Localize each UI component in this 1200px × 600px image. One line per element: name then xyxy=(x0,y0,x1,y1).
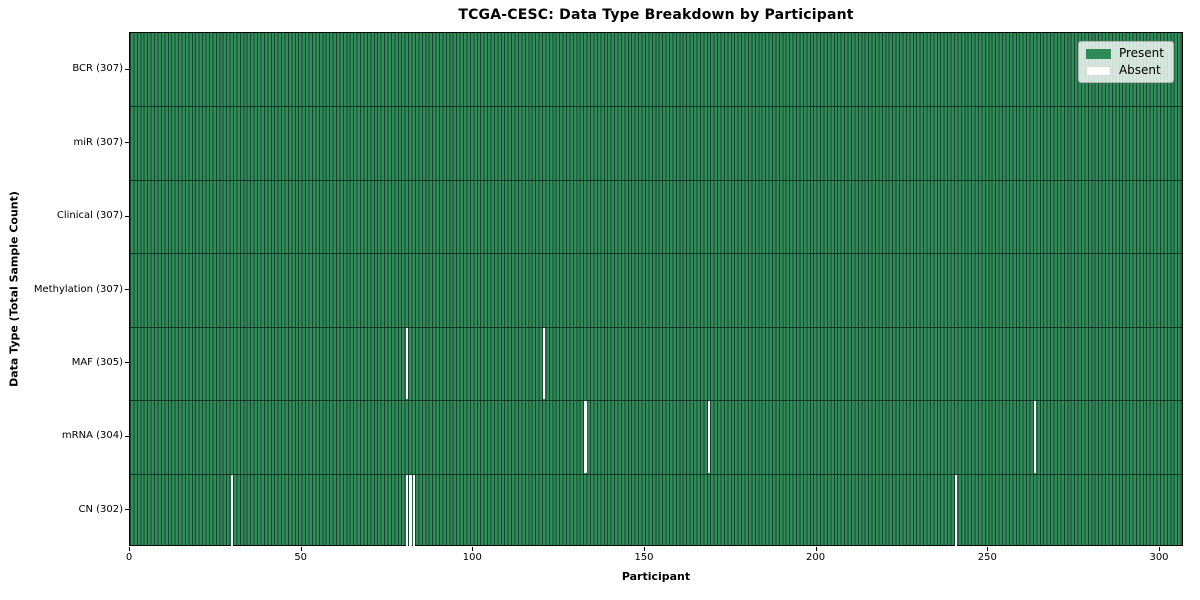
present-swatch-icon xyxy=(1085,48,1111,59)
heatmap-row-mrna xyxy=(130,400,1182,473)
y-tick-mark xyxy=(125,509,129,511)
legend-entry-present: Present xyxy=(1085,46,1164,60)
heatmap-row-mir xyxy=(130,106,1182,179)
x-tick-label: 50 xyxy=(294,552,308,563)
absent-cell xyxy=(230,474,233,546)
x-tick-label: 0 xyxy=(125,552,133,563)
row-separator xyxy=(130,473,1182,475)
heatmap-row-bcr xyxy=(130,33,1182,106)
legend-label-absent: Absent xyxy=(1118,63,1161,77)
legend-label-present: Present xyxy=(1118,46,1164,60)
legend: Present Absent xyxy=(1077,41,1174,83)
x-tick-label: 300 xyxy=(1149,552,1169,563)
absent-cell xyxy=(409,474,412,546)
absent-cell xyxy=(707,401,711,473)
y-tick-label: miR (307) xyxy=(73,136,123,148)
absent-cell xyxy=(542,327,546,400)
x-tick-mark xyxy=(644,547,645,551)
y-tick-label: MAF (305) xyxy=(71,356,123,368)
x-tick-label: 100 xyxy=(462,552,482,563)
y-tick-mark xyxy=(125,435,129,437)
row-separator xyxy=(130,253,1182,255)
y-tick-label: Methylation (307) xyxy=(33,283,123,295)
heatmap-row-methylation xyxy=(130,253,1182,326)
x-tick-mark xyxy=(815,547,817,551)
x-tick-mark xyxy=(987,547,989,551)
x-tick-mark xyxy=(300,547,302,551)
plot-area: Present Absent xyxy=(129,32,1183,546)
legend-entry-absent: Absent xyxy=(1085,63,1164,77)
y-tick-label: Clinical (307) xyxy=(56,210,123,222)
y-tick-mark xyxy=(125,142,129,144)
y-axis: BCR (307) miR (307) Clinical (307) Methylat… xyxy=(0,0,123,600)
absent-cell xyxy=(405,327,409,400)
x-tick-label: 250 xyxy=(977,552,997,563)
heatmap-row-cn xyxy=(130,474,1182,547)
absent-cell xyxy=(412,474,415,546)
absent-cell xyxy=(1033,401,1037,473)
y-tick-mark xyxy=(125,289,129,290)
x-tick-mark xyxy=(129,547,130,551)
row-separator xyxy=(130,400,1182,402)
heatmap-row-clinical xyxy=(130,180,1182,253)
y-tick-mark xyxy=(125,215,129,217)
heatmap-row-maf xyxy=(130,327,1182,400)
row-separator xyxy=(130,326,1182,328)
y-tick-label: mRNA (304) xyxy=(61,430,123,442)
y-tick-label: CN (302) xyxy=(78,503,123,515)
chart-title: TCGA-CESC: Data Type Breakdown by Partic… xyxy=(458,7,854,23)
absent-swatch-icon xyxy=(1085,65,1111,76)
x-tick-label: 200 xyxy=(806,552,826,563)
absent-cell xyxy=(405,474,409,546)
x-tick-mark xyxy=(472,547,474,551)
x-tick-mark xyxy=(1159,547,1160,551)
x-tick-label: 150 xyxy=(634,552,654,563)
absent-cell xyxy=(954,474,958,546)
y-tick-label: BCR (307) xyxy=(72,63,123,75)
absent-cell xyxy=(584,401,587,473)
x-axis-title: Participant xyxy=(621,570,691,583)
y-tick-mark xyxy=(125,362,129,364)
y-tick-mark xyxy=(125,68,129,70)
row-separator xyxy=(130,106,1182,108)
row-separator xyxy=(130,179,1182,181)
